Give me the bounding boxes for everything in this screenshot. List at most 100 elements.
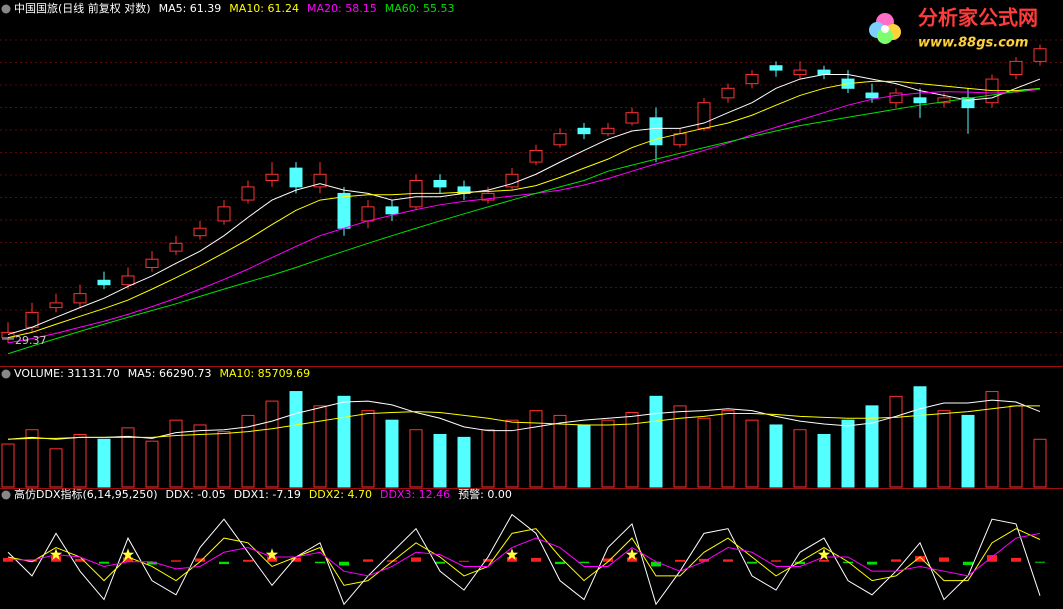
volume-bar [1009,405,1023,488]
volume-bar [817,434,831,488]
ddx-bar [627,557,637,562]
warning-star [625,548,639,560]
ddx-bar [675,559,685,562]
logo-petal [877,28,893,44]
logo-center [881,25,889,33]
candle-body [529,149,543,163]
candle-body [289,167,303,188]
warning-star [121,548,135,560]
ddx-bar [291,557,301,562]
volume-bar [385,419,399,488]
candle-body [769,65,783,71]
volume-bar [889,395,903,488]
candle-body [793,69,807,76]
ddx-bar [867,561,877,565]
volume-bar [1,443,15,488]
volume-bar [625,412,639,488]
volume-bar [169,419,183,488]
volume-bar [577,424,591,488]
ma-line [7,80,1041,339]
header-item: DDX2: 4.70 [309,488,372,501]
volume-bar [97,438,111,488]
volume-bar [985,391,999,488]
volume-bar [529,410,543,488]
candle-body [193,227,207,237]
volume-ma-line [7,405,1040,440]
logo: 分析家公式网 www.88gs.com [869,6,1038,51]
volume-bar [721,410,735,488]
candle-body [1033,48,1047,62]
panel-header: 中国国旅(日线 前复权 对数) MA5: 61.39 MA10: 61.24 MA20… [14,1,454,15]
ddx-bar [531,557,541,562]
candle-body [1009,60,1023,76]
ddx-bar [699,558,709,562]
ma-line [7,88,1041,344]
ddx-bar [483,558,493,562]
header-item: DDX3: 12.46 [380,488,450,501]
candle-body [601,127,615,135]
logo-title: 分析家公式网 [918,6,1038,30]
volume-bar [673,405,687,488]
volume-bar [481,429,495,488]
volume-bar [601,419,615,488]
candle-body [721,87,735,99]
volume-bar [361,410,375,488]
panel-header: VOLUME: 31131.70 MA5: 66290.73 MA10: 85709… [14,367,310,380]
volume-bar [865,405,879,488]
volume-bar [49,448,63,488]
ddx-bar [51,556,61,562]
candle-body [913,97,927,104]
volume-bar [649,395,663,488]
volume-bar [505,419,519,488]
ddx-bar [267,556,277,562]
candle-body [865,92,879,99]
volume-bar [553,414,567,488]
candle-body [217,206,231,222]
volume-bar [73,434,87,488]
ddx-bar [171,560,181,562]
warning-star [505,548,519,560]
candle-body [361,206,375,222]
ddx-bar [603,558,613,562]
candle-body [145,258,159,268]
ddx-bar [1011,557,1021,562]
candle-body [817,69,831,76]
header-item: MA5: 61.39 [159,2,222,15]
candle-body [433,180,447,188]
header-item: DDX: -0.05 [166,488,226,501]
ddx-bar [339,561,349,566]
warning-star [265,548,279,560]
candle-body [97,279,111,286]
min-label: 29.37 [15,334,47,347]
ddx-bar [219,561,229,565]
header-item: 预警: 0.00 [458,487,512,501]
ma-line [7,74,1041,335]
volume-bar [313,405,327,488]
ddx-bar [195,558,205,562]
volume-ma-line [7,399,1041,440]
candle-body [625,112,639,124]
panel-header: 高仿DDX指标(6,14,95,250) DDX: -0.05 DDX1: -7.1… [14,487,512,501]
volume-bar [433,434,447,488]
candle-body [337,192,351,229]
volume-bar [241,414,255,488]
ddx-bar [747,561,757,564]
volume-bar [1033,438,1047,488]
volume-bar [337,395,351,488]
candle-body [577,127,591,135]
ddx-bar [963,561,973,566]
volume-bar [193,424,207,488]
logo-url: www.88gs.com [918,36,1028,51]
ddx-bar [651,561,661,567]
ddx-bar [795,561,805,565]
ddx-bar [987,555,997,562]
candle-body [121,275,135,286]
candle-body [697,102,711,129]
ddx-bar [819,559,829,562]
ddx-bar [507,557,517,562]
header-item: MA5: 66290.73 [128,367,212,380]
header-item: MA60: 55.53 [385,2,455,15]
ddx-line [7,528,1041,586]
volume-bar [961,414,975,488]
